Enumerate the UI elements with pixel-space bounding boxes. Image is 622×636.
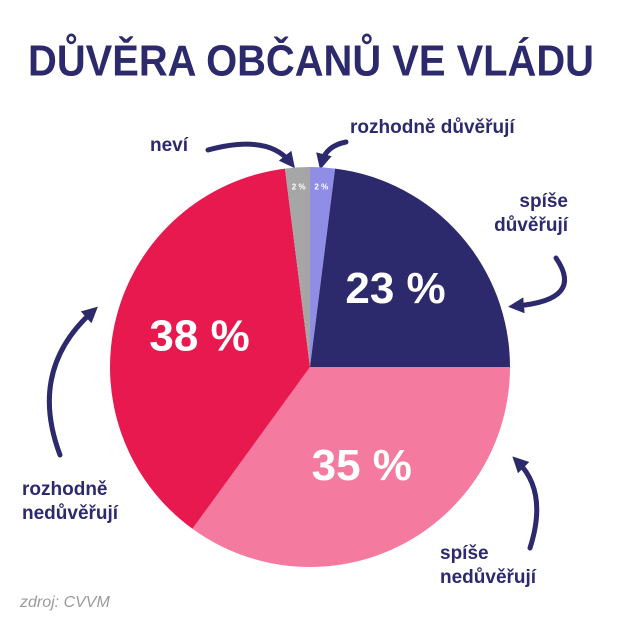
value-label: 38 % [149,311,249,360]
arrow [205,141,295,169]
value-label: 2 % [314,182,328,191]
value-label: 23 % [345,264,445,313]
arrow [316,139,349,170]
arrow [508,255,568,314]
arrow [512,456,540,551]
source-note: zdroj: CVVM [20,594,110,611]
pie-slice [310,168,510,367]
chart-title: DŮVĚRA OBČANŮ VE VLÁDU [28,32,594,86]
pie-slice [109,168,311,529]
arrow [46,306,98,458]
category-label: rozhodně nedůvěřují [22,479,119,524]
category-label: spíše důvěřují [494,191,568,236]
category-label: rozhodně důvěřují [350,117,515,138]
pie-slice [310,167,336,367]
pie-slice [192,367,511,567]
pie-slice [284,167,310,367]
value-label: 2 % [292,182,306,191]
category-label: spíše nedůvěřují [440,543,537,588]
category-label: neví [150,135,189,156]
value-label: 35 % [312,441,412,490]
arrows [46,139,568,551]
